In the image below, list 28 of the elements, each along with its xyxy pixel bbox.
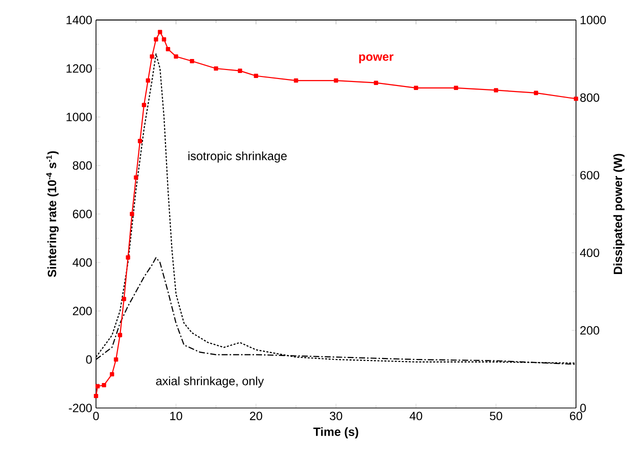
x-tick-label: 40 [410, 412, 422, 420]
y2-tick-label: 800 [580, 93, 600, 102]
y-tick-label: 600 [72, 210, 92, 218]
x-tick-label: 50 [490, 412, 502, 420]
y2-tick-label: 1000 [580, 16, 606, 24]
y2-tick-label: 600 [580, 170, 600, 180]
x-tick-label: 60 [570, 412, 582, 420]
x-tick-label: 20 [250, 412, 262, 420]
y-tick-label: 200 [72, 306, 92, 316]
y-tick-label: 800 [72, 161, 92, 170]
series-label: power [359, 54, 394, 64]
y2-tick-label: 200 [580, 326, 600, 335]
y-tick-label: 1200 [66, 64, 92, 73]
y-axis-title: Sintering rate (10$^{-4}$ s$^{-1}$) [46, 151, 59, 278]
y2-tick-label: 400 [580, 248, 600, 258]
y2-axis-title: Dissipated power (W) [613, 154, 625, 274]
series-label: isotropic shrinkage [188, 151, 287, 163]
y-tick-label: 1400 [66, 16, 92, 24]
series-label: axial shrinkage, only [156, 376, 264, 388]
x-tick-label: 0 [93, 412, 99, 420]
y-tick-label: 1000 [66, 112, 92, 122]
y2-tick-label: 0 [580, 404, 586, 412]
y-tick-label: -200 [68, 404, 92, 412]
x-tick-label: 30 [330, 412, 342, 420]
x-axis-title: Time (s) [313, 427, 358, 438]
y-tick-label: 400 [72, 258, 92, 267]
y-tick-label: 0 [86, 355, 92, 364]
x-tick-label: 10 [170, 412, 182, 420]
